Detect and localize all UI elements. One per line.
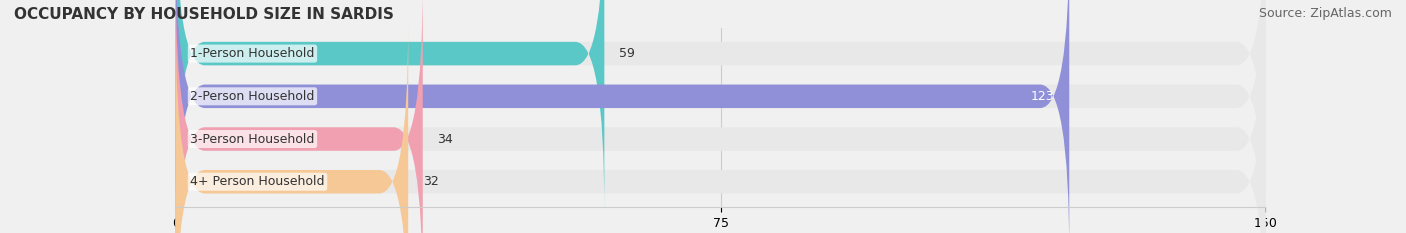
Text: 3-Person Household: 3-Person Household: [190, 133, 315, 146]
FancyBboxPatch shape: [176, 0, 1265, 233]
FancyBboxPatch shape: [176, 0, 605, 213]
Text: 4+ Person Household: 4+ Person Household: [190, 175, 325, 188]
Text: 2-Person Household: 2-Person Household: [190, 90, 315, 103]
FancyBboxPatch shape: [176, 0, 1265, 213]
FancyBboxPatch shape: [176, 23, 1265, 233]
Text: Source: ZipAtlas.com: Source: ZipAtlas.com: [1258, 7, 1392, 20]
Text: 123: 123: [1031, 90, 1054, 103]
FancyBboxPatch shape: [176, 0, 1265, 233]
Text: 32: 32: [423, 175, 439, 188]
Text: OCCUPANCY BY HOUSEHOLD SIZE IN SARDIS: OCCUPANCY BY HOUSEHOLD SIZE IN SARDIS: [14, 7, 394, 22]
FancyBboxPatch shape: [176, 0, 423, 233]
Text: 59: 59: [619, 47, 634, 60]
FancyBboxPatch shape: [176, 23, 408, 233]
Text: 34: 34: [437, 133, 453, 146]
Text: 1-Person Household: 1-Person Household: [190, 47, 315, 60]
FancyBboxPatch shape: [176, 0, 1069, 233]
